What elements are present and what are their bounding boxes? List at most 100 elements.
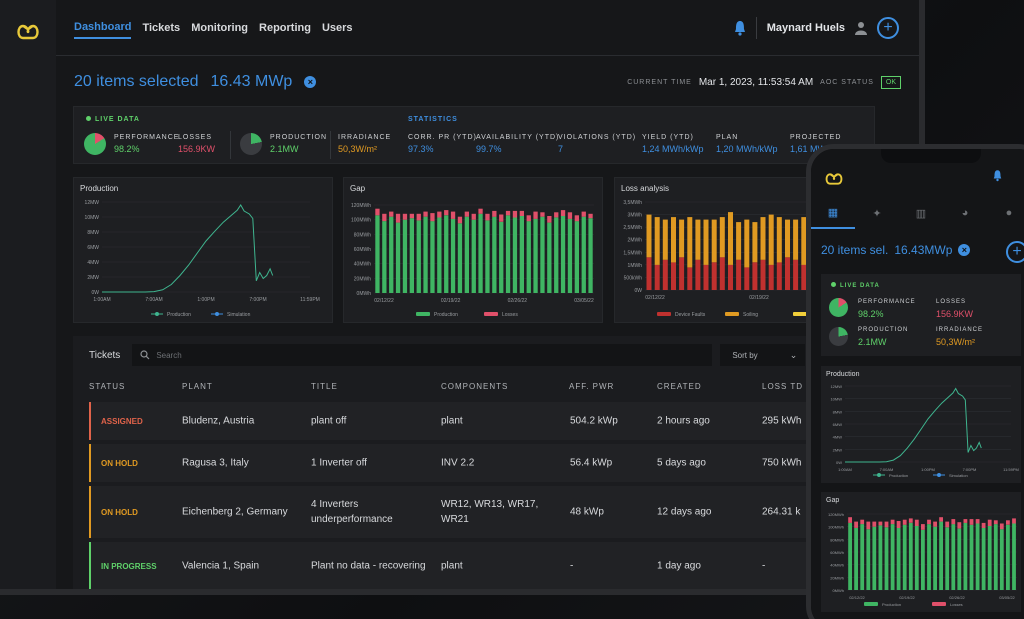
selection-power: 16.43 MWp [210, 73, 293, 90]
bar-production [492, 216, 497, 293]
bar-losses [395, 213, 401, 223]
kpi-violations-label: VIOLATIONS (YTD) [558, 134, 637, 141]
sort-by-dropdown[interactable]: Sort by ⌄ [720, 344, 806, 366]
cell-created: 5 days ago [657, 457, 706, 469]
y-tick-label: 10MW [830, 397, 842, 402]
col-loss-td[interactable]: LOSS TD [762, 382, 804, 391]
phone-selection-power: 16.43MWp [894, 243, 953, 257]
bar-production [540, 216, 545, 293]
bar-production [450, 218, 456, 293]
bar-soiling [687, 217, 693, 268]
col-aff-pwr[interactable]: AFF. PWR [569, 382, 615, 391]
ticket-search-input[interactable]: Search [132, 344, 713, 366]
bar-losses [478, 208, 483, 214]
legend-label: Production [434, 312, 458, 318]
bar-losses [896, 521, 901, 528]
x-tick-label: 7:00PM [963, 467, 977, 472]
nav-monitoring[interactable]: Monitoring [191, 21, 249, 34]
x-tick-label: 02/19/22 [441, 298, 461, 304]
phone-selection-row: 20 items sel. 16.43MWp × [821, 243, 971, 257]
col-created[interactable]: CREATED [657, 382, 702, 391]
col-title[interactable]: TITLE [311, 382, 338, 391]
phone-add-button[interactable]: + [1006, 241, 1024, 263]
cell-title: 1 Inverter off [311, 457, 367, 469]
bar-device-faults [744, 267, 750, 290]
kpi-plan: PLAN 1,20 MWh/kWp [716, 134, 778, 154]
y-tick-label: 2MW [833, 447, 843, 452]
kpi-irradiance-label: IRRADIANCE [338, 134, 392, 141]
bar-losses [554, 212, 559, 218]
production-chart-panel: Production 0W 2MW 4MW 6MW 8MW 10MW 12MW 1:00AM 7… [73, 177, 333, 323]
sort-by-label: Sort by [732, 350, 758, 360]
nav-dashboard[interactable]: Dashboard [74, 17, 132, 39]
phone-tab-users-icon[interactable]: ● [1005, 207, 1013, 219]
phone-clear-icon[interactable]: × [958, 244, 971, 256]
y-tick-label: 8MW [87, 230, 99, 236]
bar-soiling [662, 219, 668, 260]
bar-device-faults [793, 259, 799, 290]
x-tick-label: 1:00AM [838, 467, 852, 472]
kpi-irradiance: IRRADIANCE 50,3W/m² [338, 134, 391, 154]
y-tick-label: 40MWh [830, 563, 844, 568]
kpi-losses: LOSSES 156.9KW [178, 134, 215, 154]
x-tick-label: 11:59PM [1003, 467, 1019, 472]
kpi-production-value: 2.1MW [270, 144, 299, 154]
ticket-row[interactable]: ON HOLD Eichenberg 2, Germany 4 Inverters … [89, 486, 909, 538]
user-name[interactable]: Maynard Huels [766, 21, 845, 34]
cell-aff-pwr: 56.4 kWp [570, 457, 613, 469]
ticket-row[interactable]: IN PROGRESS Valencia 1, Spain Plant no dat… [89, 542, 909, 589]
add-button[interactable]: + [877, 16, 899, 39]
phone-tab-reporting-icon[interactable]: ◕ [961, 207, 969, 219]
ticket-row[interactable]: ASSIGNED Bludenz, Austria plant off plant 50… [89, 402, 909, 440]
phone-tab-monitoring-icon[interactable]: ▥ [915, 207, 927, 220]
gap-chart: 0MWh 20MWh 40MWh 60MWh 80MWh 100MWh 120MWh 02/1… [351, 203, 594, 318]
col-components[interactable]: COMPONENTS [441, 382, 509, 391]
gap-chart-panel: Gap 0MWh 20MWh 40MWh 60MWh 80MWh 100MWh 120MWh… [343, 177, 603, 323]
cell-title: plant off [311, 415, 347, 427]
x-tick-label: 7:00PM [249, 297, 266, 303]
x-tick-label: 03/05/22 [999, 595, 1015, 600]
x-tick-label: 02/12/22 [849, 595, 865, 600]
phone-tab-tickets-icon[interactable]: ✦ [872, 207, 882, 220]
bar-losses [471, 213, 476, 220]
phone-live-text: LIVE DATA [840, 283, 880, 289]
bar-production [581, 216, 586, 293]
bar-production [902, 524, 907, 590]
kpi-corr-pr-label: CORR. PR (YTD) [408, 134, 477, 141]
nav-reporting[interactable]: Reporting [259, 21, 311, 34]
nav-divider [755, 16, 757, 39]
kpi-performance: PERFORMANCE 98.2% [114, 134, 179, 154]
phone-logo-icon[interactable] [823, 171, 845, 187]
phone-gap-card: Gap 0MWh 20MWh 40MWh 60MWh 80MWh 100MWh 120MWh… [821, 492, 1021, 612]
phone-tab-dashboard-icon[interactable]: ▦ [811, 197, 855, 229]
clear-selection-icon[interactable]: × [304, 76, 317, 88]
phone-bell-icon[interactable] [993, 169, 1002, 182]
kpi-production: PRODUCTION 2.1MW [270, 134, 327, 154]
bar-losses [540, 212, 545, 217]
cell-created: 1 day ago [657, 560, 701, 572]
col-plant[interactable]: PLANT [182, 382, 213, 391]
kpi-availability-label: AVAILABILITY (YTD) [476, 134, 560, 141]
bar-losses [951, 519, 956, 525]
nav-users[interactable]: Users [321, 21, 353, 34]
user-avatar-icon[interactable] [855, 21, 867, 35]
bar-losses [382, 213, 387, 222]
status-badge: IN PROGRESS [89, 542, 157, 589]
app-logo-icon[interactable] [14, 22, 42, 42]
col-status[interactable]: STATUS [89, 382, 126, 391]
nav-tickets[interactable]: Tickets [142, 21, 181, 34]
bar-losses [999, 523, 1004, 530]
kpi-plan-value: 1,20 MWh/kWp [716, 144, 778, 154]
bar-production [512, 217, 518, 293]
ticket-row[interactable]: ON HOLD Ragusa 3, Italy 1 Inverter off INV … [89, 444, 909, 482]
production-chart-title: Production [80, 184, 119, 193]
y-tick-label: 12MW [830, 384, 842, 389]
y-tick-label: 0W [836, 460, 842, 465]
bar-device-faults [776, 262, 782, 290]
y-tick-label: 60MWh [830, 550, 844, 555]
x-tick-label: 1:00AM [93, 297, 110, 303]
bar-production [884, 527, 889, 590]
notification-bell-icon[interactable] [734, 20, 746, 36]
bar-production [395, 222, 401, 293]
